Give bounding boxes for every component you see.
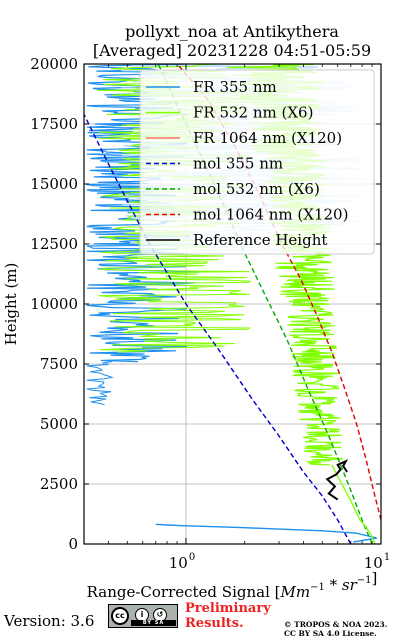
legend-label: Reference Height: [193, 231, 327, 249]
y-tick-label: 10000: [30, 295, 78, 313]
x-axis-label: Range-Corrected Signal [Mm−1 * sr−1]: [87, 569, 378, 601]
legend: FR 355 nm FR 532 nm (X6) FR 1064 nm (X120)…: [139, 69, 375, 255]
copyright-notice: © TROPOS & NOA 2023. CC BY SA 4.0 Licens…: [284, 620, 387, 638]
cc-license-badge[interactable]: cc i ↺ BY SA: [108, 604, 178, 628]
copyright-line2: CC BY SA 4.0 License.: [284, 629, 377, 638]
preliminary-notice: Preliminary Results.: [185, 601, 271, 631]
y-axis-label: Height (m): [2, 263, 20, 346]
chart-title-line2: [Averaged] 20231228 04:51-05:59: [92, 41, 372, 60]
legend-label: mol 1064 nm (X120): [193, 206, 348, 224]
y-tick-label: 0: [68, 535, 78, 553]
cc-sa-icon: ↺: [153, 608, 167, 622]
series-line-mol-532-nm-x6-: [157, 64, 373, 544]
series-line-reference-height: [325, 459, 349, 501]
y-tick-label: 17500: [30, 115, 78, 133]
legend-label: FR 1064 nm (X120): [193, 129, 342, 147]
cc-icon: cc: [111, 607, 129, 625]
axes: 0 2500 5000 7500 10000 12500 15000 17500 20000 10…: [30, 55, 390, 572]
y-tick-label: 5000: [40, 415, 78, 433]
legend-label: mol 532 nm (X6): [193, 180, 320, 198]
chart-title-line1: pollyxt_noa at Antikythera: [125, 22, 339, 41]
preliminary-line2: Results.: [185, 616, 244, 631]
legend-label: FR 532 nm (X6): [193, 104, 313, 122]
preliminary-line1: Preliminary: [185, 601, 271, 616]
series-line-fr-532-nm-x6-: [331, 464, 376, 544]
y-tick-label: 12500: [30, 235, 78, 253]
copyright-line1: © TROPOS & NOA 2023.: [284, 620, 388, 629]
cc-badge-text: BY SA: [131, 620, 176, 626]
series-line-fr-355-nm: [155, 523, 377, 543]
series-line-mol-355-nm: [84, 114, 352, 544]
version-label: Version: 3.6: [4, 612, 95, 630]
y-tick-label: 7500: [40, 355, 78, 373]
y-tick-label: 2500: [40, 475, 78, 493]
y-tick-label: 20000: [30, 55, 78, 73]
legend-label: FR 355 nm: [193, 78, 277, 96]
legend-label: mol 355 nm: [193, 155, 283, 173]
x-tick-label: 100: [169, 552, 195, 572]
y-tick-label: 15000: [30, 175, 78, 193]
legend-box: [139, 69, 375, 255]
fr355-noise-trace: [86, 361, 114, 406]
